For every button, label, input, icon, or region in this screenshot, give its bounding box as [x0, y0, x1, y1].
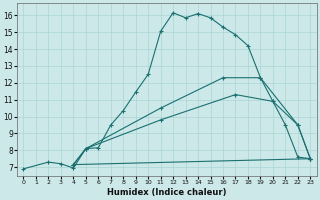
X-axis label: Humidex (Indice chaleur): Humidex (Indice chaleur) — [107, 188, 227, 197]
